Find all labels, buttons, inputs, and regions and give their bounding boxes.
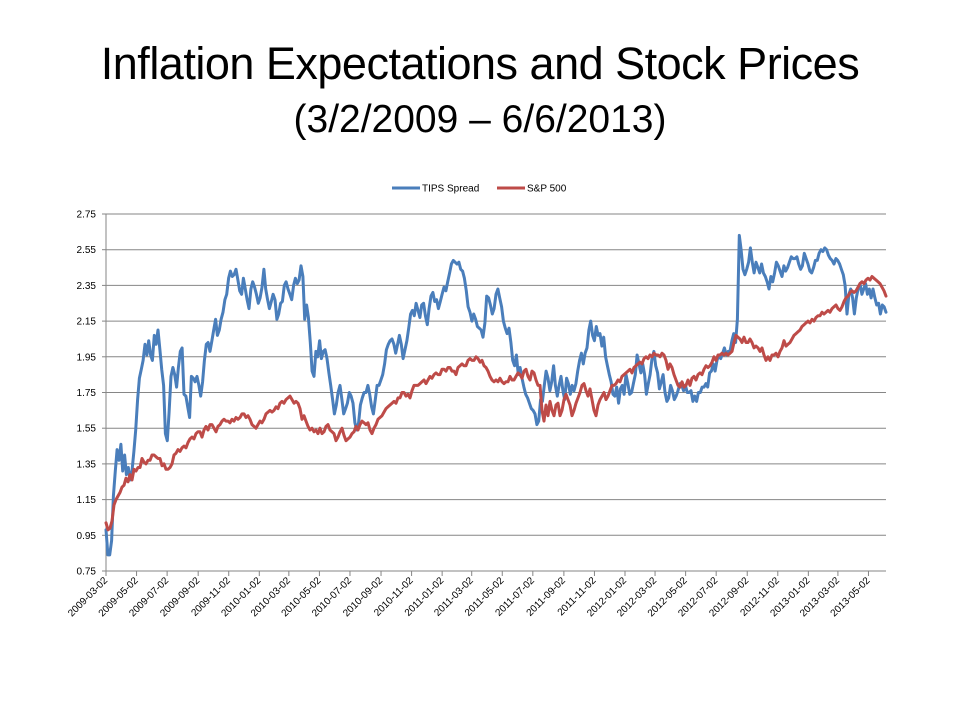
legend-label: TIPS Spread [422,184,479,195]
x-axis-ticks: 2009-03-022009-05-022009-07-022009-09-02… [66,571,873,619]
y-tick-label: 1.35 [77,459,97,470]
series-group [104,233,888,557]
legend-label: S&P 500 [527,184,567,195]
series-line-sp500 [104,275,888,532]
y-tick-label: 2.15 [77,317,97,328]
y-tick-label: 2.75 [77,210,97,221]
y-tick-label: 2.35 [77,281,97,292]
slide-subtitle: (3/2/2009 – 6/6/2013) [293,98,667,141]
y-axis-ticks: 0.75 0.95 1.15 1.35 1.55 1.75 1.95 2.15 2.35 2.55… [77,210,106,578]
gridlines [106,213,886,536]
y-tick-label: 0.95 [77,531,97,542]
slide-title: Inflation Expectations and Stock Prices [100,38,860,89]
series-line-tips-spread [104,233,888,557]
legend: TIPS Spread S&P 500 [392,184,567,195]
y-tick-label: 2.55 [77,245,97,256]
y-tick-label: 1.75 [77,388,97,399]
y-tick-label: 0.75 [77,567,97,578]
y-tick-label: 1.55 [77,424,97,435]
y-tick-label: 1.15 [77,495,97,506]
y-tick-label: 1.95 [77,352,97,363]
